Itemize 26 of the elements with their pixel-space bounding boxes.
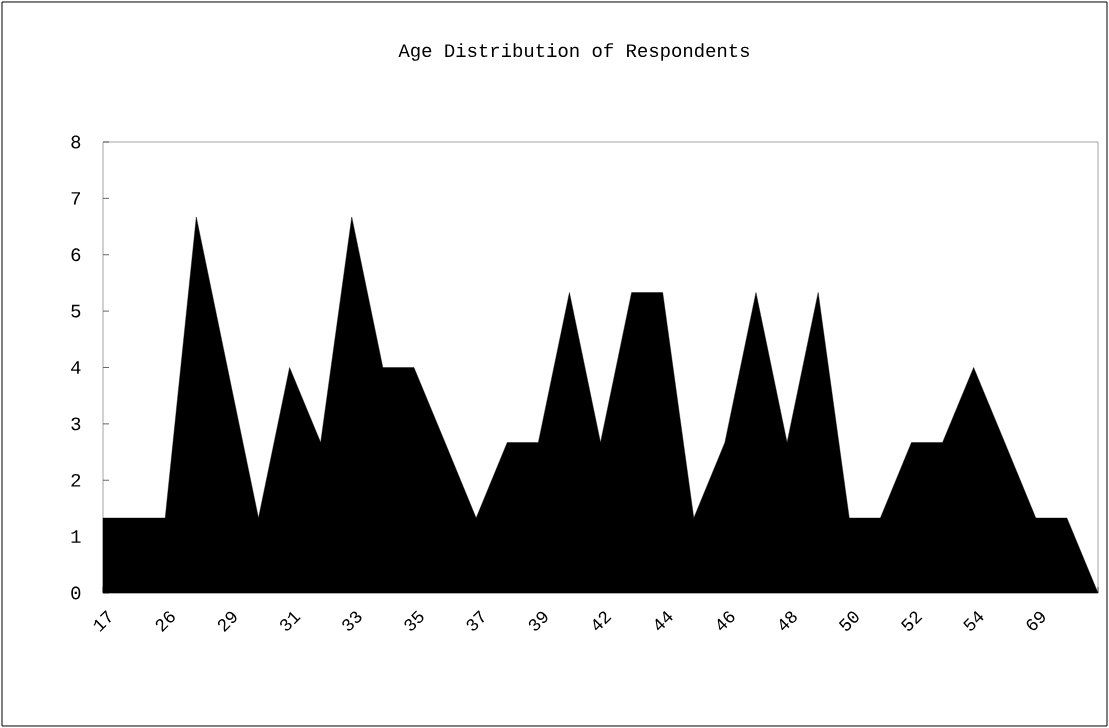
x-tick-label: 35 (404, 610, 424, 631)
y-tick-label: 4 (71, 361, 81, 374)
x-tick-label: 26 (155, 611, 175, 632)
y-tick-label: 1 (71, 530, 81, 543)
y-tick-label: 3 (71, 417, 81, 431)
x-tick-label: 48 (779, 611, 797, 631)
y-tick-label: 6 (71, 248, 81, 262)
x-tick-label: 31 (280, 611, 301, 631)
chart-title: Age Distribution of Respondents (398, 43, 749, 61)
y-tick-label: 0 (71, 586, 81, 600)
x-tick-label: 37 (466, 610, 484, 631)
y-tick-label: 7 (71, 192, 81, 205)
x-tick-label: 29 (217, 611, 237, 632)
x-tick-label: 42 (593, 611, 612, 631)
x-tick-label: 50 (838, 611, 859, 631)
y-tick-label: 8 (71, 135, 81, 149)
x-tick-label: 69 (1026, 611, 1045, 631)
x-tick-label: 52 (901, 611, 923, 631)
x-tick-label: 54 (963, 610, 984, 631)
x-tick-label: 39 (528, 611, 548, 631)
x-tick-label: 44 (655, 611, 673, 631)
x-tick-label: 17 (93, 610, 111, 632)
y-tick-label: 2 (71, 473, 81, 487)
x-tick-label: 46 (717, 611, 735, 631)
y-tick-label: 5 (71, 304, 81, 318)
x-tick-label: 33 (342, 611, 362, 631)
